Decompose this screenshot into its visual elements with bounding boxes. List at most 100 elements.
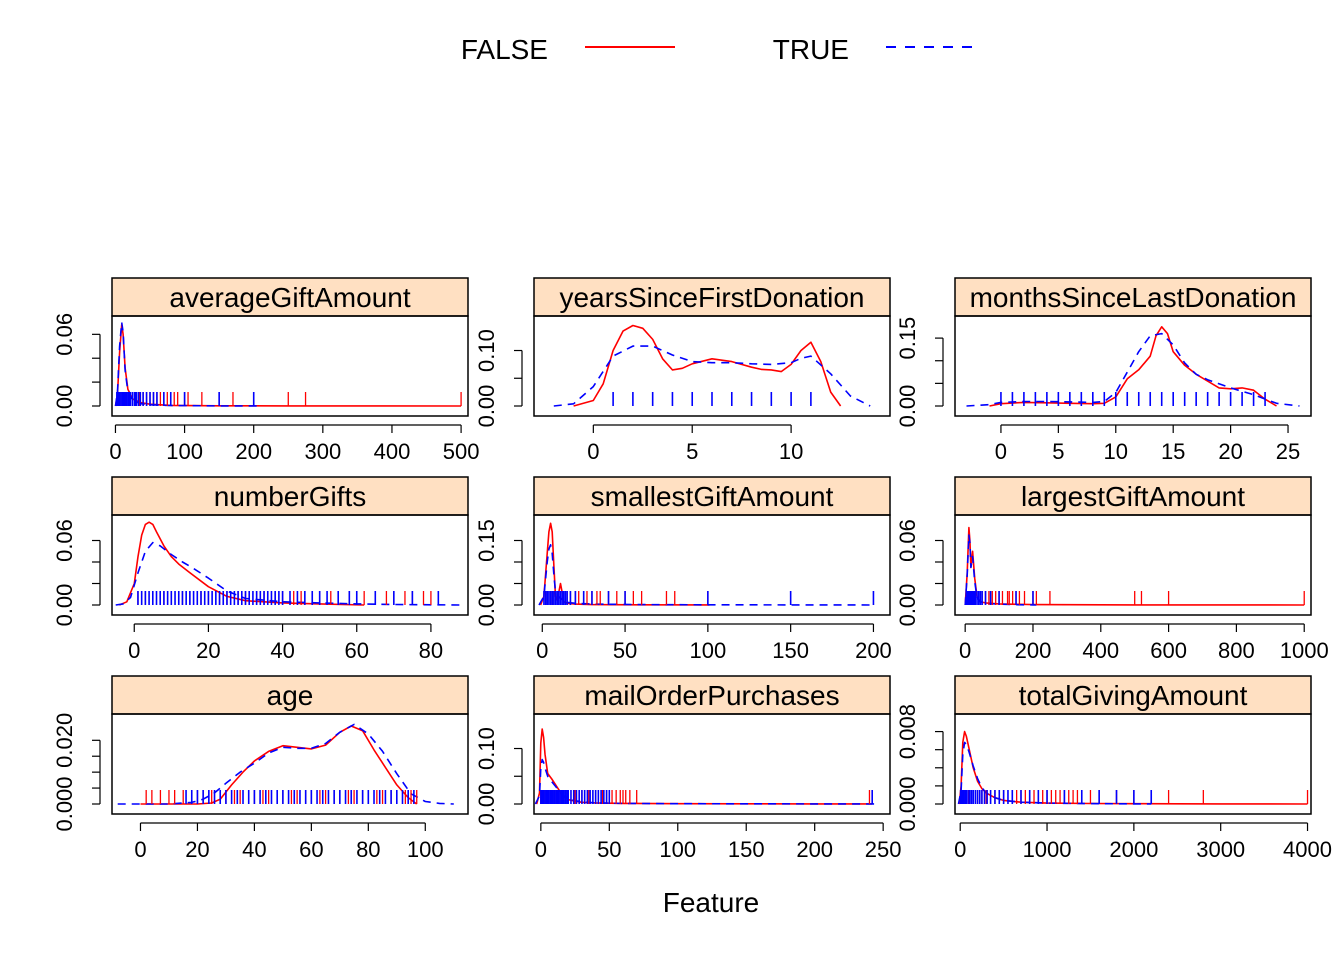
density-curve-true	[964, 534, 1037, 606]
x-tick-label: 50	[597, 837, 621, 862]
panel-largestGiftAmount: largestGiftAmount 0 200 400 600 800 1000 0.00 0.…	[895, 476, 1329, 663]
x-tick-label: 0	[954, 837, 966, 862]
density-curve-true	[115, 541, 461, 606]
y-tick-label: 0.10	[474, 329, 499, 372]
y-tick-label: 0.000	[52, 776, 77, 831]
y-tick-label: 0.020	[52, 713, 77, 768]
curves-totalGivingAmount	[957, 730, 1308, 805]
panel-averageGiftAmount: averageGiftAmount 0 100 200 300 400 500 0.00 0.0…	[52, 277, 480, 464]
strip-label-largestGiftAmount: largestGiftAmount	[1021, 481, 1245, 512]
x-tick-label: 200	[1015, 638, 1052, 663]
plot-frame-averageGiftAmount	[111, 315, 469, 417]
panel-age: age 0 20 40 60 80 100 0.000 0.020	[52, 675, 469, 862]
x-tick-label: 800	[1218, 638, 1255, 663]
x-tick-label: 600	[1150, 638, 1187, 663]
x-tick-label: 0	[109, 439, 121, 464]
x-tick-label: 3000	[1196, 837, 1245, 862]
density-curve-true	[538, 543, 874, 606]
strip-label-yearsSinceFirstDonation: yearsSinceFirstDonation	[559, 282, 864, 313]
x-tick-label: 2000	[1109, 837, 1158, 862]
curves-yearsSinceFirstDonation	[553, 324, 871, 407]
plot-frame-numberGifts	[111, 514, 469, 616]
plot-frame-smallestGiftAmount	[533, 514, 891, 616]
panel-monthsSinceLastDonation: monthsSinceLastDonation 0 5 10 15 20 25 0.00 0.1…	[895, 277, 1312, 464]
strip-monthsSinceLastDonation	[954, 277, 1312, 317]
density-curve-true	[117, 723, 454, 805]
strip-mailOrderPurchases	[533, 675, 891, 715]
strip-largestGiftAmount	[954, 476, 1312, 516]
x-tick-label: 0	[128, 638, 140, 663]
y-tick-label: 0.00	[52, 385, 77, 428]
strip-label-age: age	[267, 680, 314, 711]
y-tick-label: 0.00	[474, 584, 499, 627]
y-tick-label: 0.00	[895, 385, 920, 428]
x-tick-label: 80	[356, 837, 380, 862]
y-tick-label: 0.06	[895, 519, 920, 562]
curves-smallestGiftAmount	[538, 522, 874, 606]
density-curve-true	[957, 741, 1152, 805]
x-axis-label: Feature	[663, 887, 760, 918]
x-tick-label: 0	[134, 837, 146, 862]
density-curve-true	[553, 345, 871, 407]
panel-numberGifts: numberGifts 0 20 40 60 80 0.00 0.06	[52, 476, 469, 663]
x-tick-label: 5	[1052, 439, 1064, 464]
x-tick-label: 50	[613, 638, 637, 663]
x-tick-label: 0	[587, 439, 599, 464]
x-tick-label: 400	[1082, 638, 1119, 663]
x-tick-label: 0	[536, 638, 548, 663]
plot-frame-monthsSinceLastDonation	[954, 315, 1312, 417]
curves-monthsSinceLastDonation	[966, 325, 1300, 407]
x-tick-label: 250	[865, 837, 902, 862]
x-tick-label: 5	[686, 439, 698, 464]
x-tick-label: 40	[270, 638, 294, 663]
x-tick-label: 40	[242, 837, 266, 862]
panel-mailOrderPurchases: mailOrderPurchases 0 50 100 150 200 250 0.00 0.1…	[474, 675, 902, 862]
x-tick-label: 10	[1104, 439, 1128, 464]
x-tick-label: 200	[235, 439, 272, 464]
y-tick-label: 0.10	[474, 727, 499, 770]
density-curve-false	[989, 325, 1277, 407]
density-curve-false	[140, 725, 418, 805]
curves-largestGiftAmount	[964, 526, 1305, 606]
x-tick-label: 0	[995, 439, 1007, 464]
strip-totalGivingAmount	[954, 675, 1312, 715]
x-tick-label: 80	[419, 638, 443, 663]
x-tick-label: 150	[728, 837, 765, 862]
legend-label-false: FALSE	[461, 34, 548, 65]
panel-yearsSinceFirstDonation: yearsSinceFirstDonation 0 5 10 0.00 0.10	[474, 277, 891, 464]
x-tick-label: 0	[959, 638, 971, 663]
y-tick-label: 0.06	[52, 313, 77, 356]
y-tick-label: 0.15	[474, 519, 499, 562]
plot-frame-largestGiftAmount	[954, 514, 1312, 616]
x-tick-label: 100	[659, 837, 696, 862]
x-tick-label: 4000	[1283, 837, 1332, 862]
x-tick-label: 100	[166, 439, 203, 464]
x-tick-label: 100	[407, 837, 444, 862]
panel-totalGivingAmount: totalGivingAmount 0 1000 2000 3000 4000 0.000 0…	[895, 675, 1332, 862]
panel-smallestGiftAmount: smallestGiftAmount 0 50 100 150 200 0.00 0.15	[474, 476, 892, 663]
x-tick-label: 60	[345, 638, 369, 663]
plot-frame-mailOrderPurchases	[533, 713, 891, 815]
plot-frame-yearsSinceFirstDonation	[533, 315, 891, 417]
x-tick-label: 500	[443, 439, 480, 464]
plot-frame-age	[111, 713, 469, 815]
density-curve-false	[573, 324, 842, 407]
y-tick-label: 0.008	[895, 704, 920, 759]
strip-smallestGiftAmount	[533, 476, 891, 516]
curves-age	[117, 723, 454, 805]
strip-label-mailOrderPurchases: mailOrderPurchases	[584, 680, 839, 711]
x-tick-label: 100	[690, 638, 727, 663]
plot-frame-totalGivingAmount	[954, 713, 1312, 815]
strip-label-monthsSinceLastDonation: monthsSinceLastDonation	[970, 282, 1297, 313]
x-tick-label: 1000	[1280, 638, 1329, 663]
x-tick-label: 300	[304, 439, 341, 464]
strip-label-averageGiftAmount: averageGiftAmount	[169, 282, 410, 313]
x-tick-label: 200	[855, 638, 892, 663]
y-tick-label: 0.000	[895, 776, 920, 831]
strip-label-smallestGiftAmount: smallestGiftAmount	[591, 481, 834, 512]
x-tick-label: 10	[779, 439, 803, 464]
legend: FALSE TRUE	[461, 34, 976, 65]
x-tick-label: 150	[772, 638, 809, 663]
x-tick-label: 400	[374, 439, 411, 464]
